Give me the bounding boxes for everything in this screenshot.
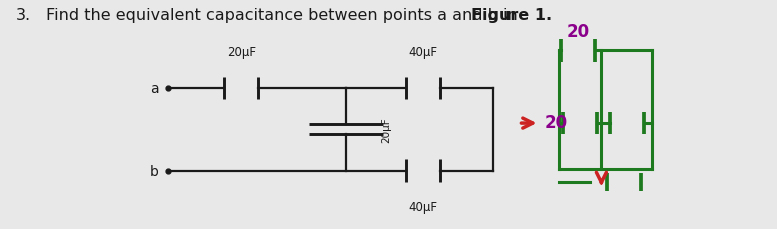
Text: 20μF: 20μF <box>381 117 391 143</box>
Text: 3.: 3. <box>16 8 30 23</box>
Text: 20: 20 <box>545 113 568 131</box>
Text: b: b <box>150 164 159 178</box>
Text: a: a <box>150 82 159 95</box>
Text: 40μF: 40μF <box>409 200 438 213</box>
Text: Find the equivalent capacitance between points a and b in: Find the equivalent capacitance between … <box>47 8 523 23</box>
Text: Figure 1.: Figure 1. <box>471 8 552 23</box>
Text: 40μF: 40μF <box>409 46 438 59</box>
Text: 20μF: 20μF <box>227 46 256 59</box>
Text: 20: 20 <box>566 23 590 41</box>
